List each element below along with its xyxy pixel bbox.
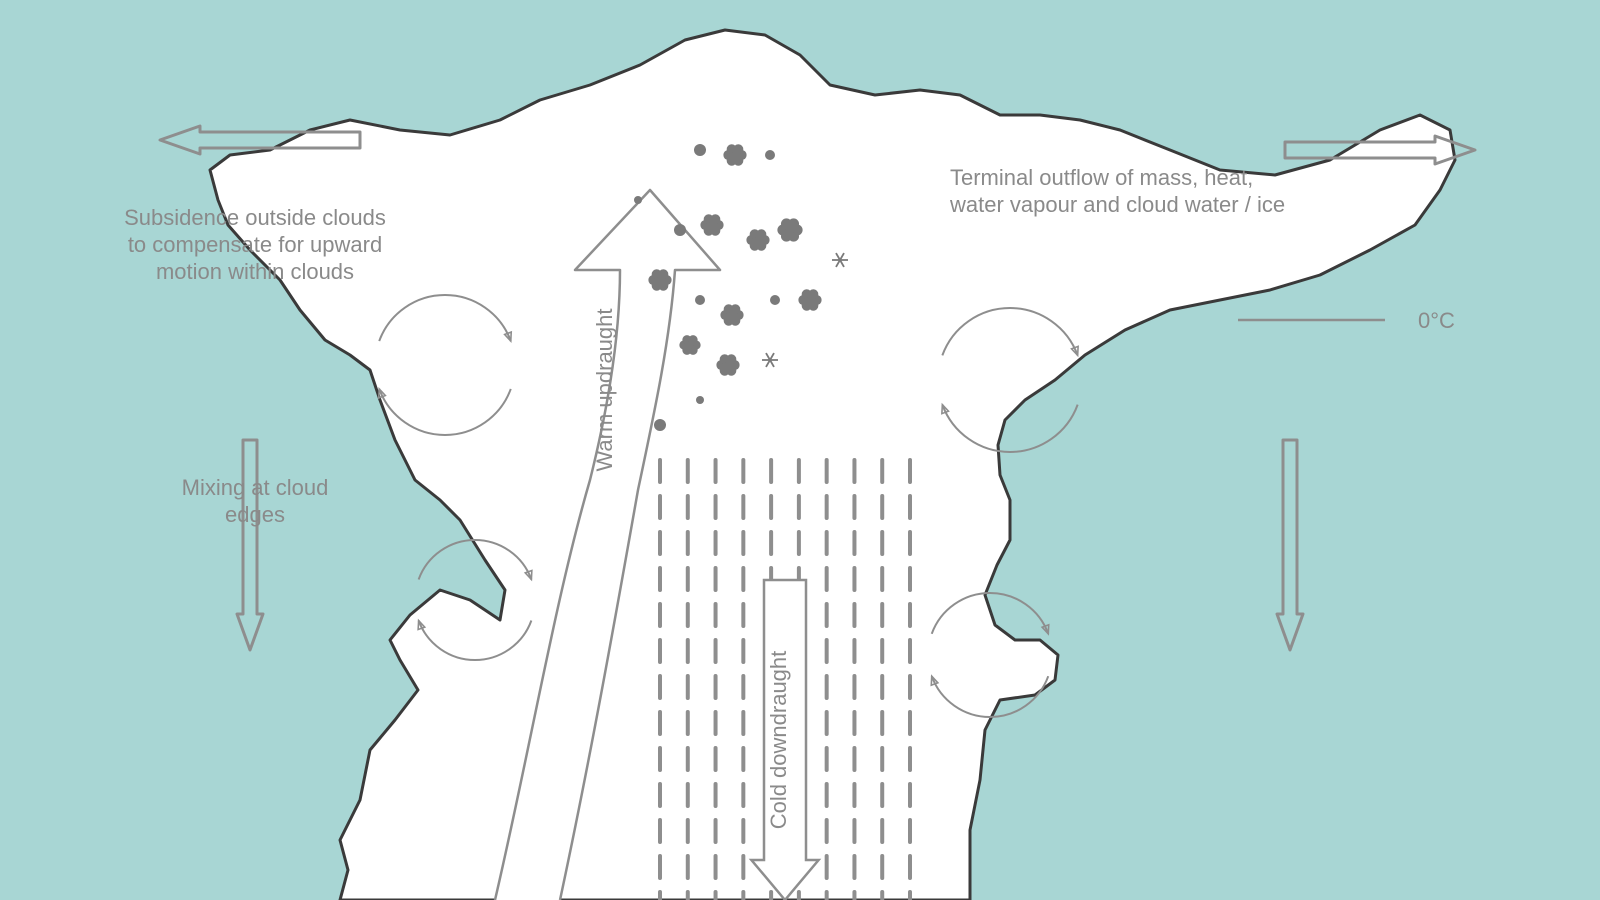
particle-center	[724, 361, 732, 369]
particle-center	[728, 311, 736, 319]
outflow-label: Terminal outflow of mass, heat,	[950, 165, 1253, 190]
particle-dot	[694, 144, 706, 156]
particle-center	[656, 276, 664, 284]
subsidence-label: motion within clouds	[156, 259, 354, 284]
zero-c-label: 0°C	[1418, 308, 1455, 333]
warm-updraught-label: Warm updraught	[592, 308, 617, 471]
outflow-label: water vapour and cloud water / ice	[949, 192, 1285, 217]
particle-center	[806, 296, 814, 304]
particle-center	[786, 226, 794, 234]
particle-dot	[654, 419, 666, 431]
mixing-label: edges	[225, 502, 285, 527]
particle-center	[754, 236, 762, 244]
subsidence-label: Subsidence outside clouds	[124, 205, 386, 230]
cold-downdraught-label: Cold downdraught	[766, 651, 791, 830]
particle-center	[731, 151, 739, 159]
particle-center	[708, 221, 716, 229]
particle-dot	[770, 295, 780, 305]
particle-center	[686, 341, 693, 348]
particle-dot	[695, 295, 705, 305]
particle-dot	[696, 396, 704, 404]
particle-dot	[634, 196, 642, 204]
particle-dot	[765, 150, 775, 160]
particle-dot	[674, 224, 686, 236]
mixing-label: Mixing at cloud	[182, 475, 329, 500]
subsidence-label: to compensate for upward	[128, 232, 382, 257]
